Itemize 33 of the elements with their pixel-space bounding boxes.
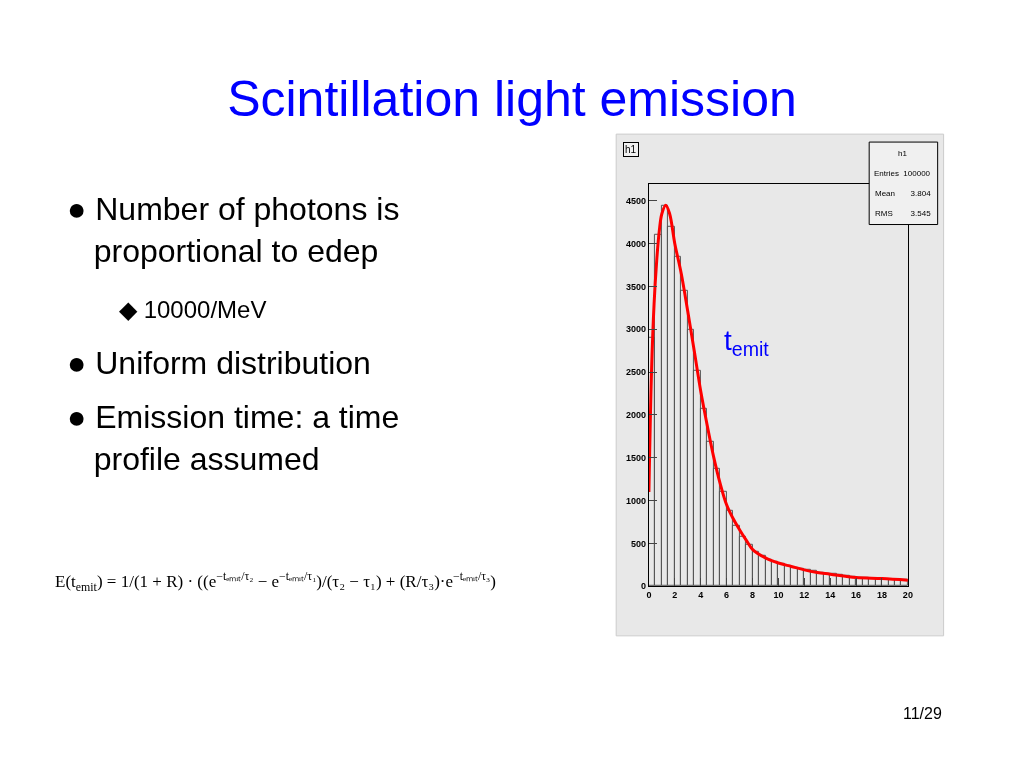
y-tick-label: 1000 (626, 495, 647, 506)
x-tick-label: 2 (672, 589, 678, 600)
annotation: RMS 3.545 (875, 209, 932, 218)
text: h1 (625, 144, 637, 155)
y-tick-label: 4000 (626, 238, 647, 249)
x-tick-label: 8 (749, 589, 755, 600)
annotation: Mean 3.804 (875, 189, 932, 198)
text: ● Emission time: a time profile assumed (67, 399, 400, 477)
text: 11/29 (903, 705, 942, 722)
x-tick-label: 18 (876, 589, 887, 600)
annotation: t$_{emit}$ (724, 325, 770, 360)
y-tick-label: 1500 (626, 452, 647, 463)
y-tick-label: 3500 (626, 281, 647, 292)
y-tick-label: 4500 (626, 196, 647, 207)
x-tick-label: 12 (799, 589, 810, 600)
y-tick-label: 2500 (626, 367, 647, 378)
x-tick-label: 4 (698, 589, 704, 600)
text: ● Number of photons is proportional to edep (67, 191, 400, 269)
y-tick-label: 500 (631, 538, 647, 549)
chart-title: Scintillation light emission (227, 70, 797, 127)
x-tick-label: 10 (773, 589, 784, 600)
text: h1 (898, 149, 908, 158)
text: Entries 100000 (874, 169, 931, 178)
y-tick-label: 2000 (626, 410, 647, 421)
text: ● Uniform distribution (67, 345, 371, 381)
text: ◆ 10000/MeV (119, 296, 267, 323)
x-tick-label: 6 (724, 589, 730, 600)
y-tick-label: 0 (641, 581, 647, 592)
x-tick-label: 16 (851, 589, 862, 600)
text: E(t$_{emit}$) = 1/(1 + R) · ((e$^{−tₑₘᵢₜ/τ₂}$ − e$^{−tₑₘᵢₜ/τ₁}$)/(τ₂ − τ₁) + (R/τ₃)·e$^{−tₑₘᵢₜ/τ₃}$) (55, 569, 496, 594)
x-tick-label: 20 (902, 589, 913, 600)
y-tick-label: 3000 (626, 324, 647, 335)
x-tick-label: 14 (825, 589, 836, 600)
